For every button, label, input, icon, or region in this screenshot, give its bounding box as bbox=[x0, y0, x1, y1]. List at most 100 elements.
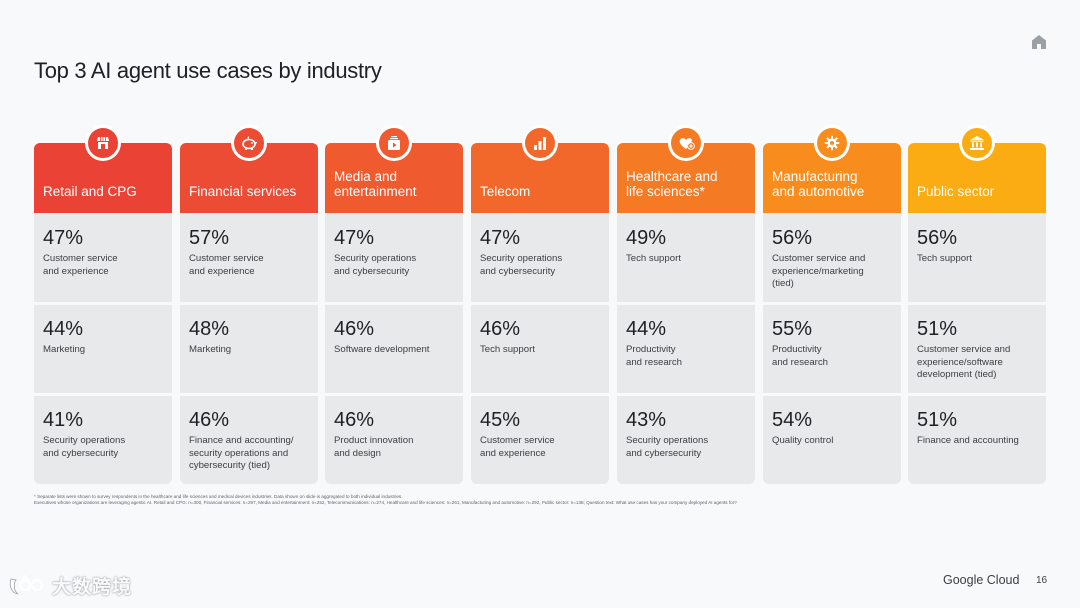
watermark-text: 大数跨境 bbox=[52, 577, 133, 598]
industry-badge bbox=[668, 125, 704, 161]
industry-column: Telecom 47% Security operations and cybers… bbox=[471, 125, 609, 484]
use-case-percent: 45% bbox=[480, 409, 521, 431]
industry-name: Public sector bbox=[917, 184, 995, 199]
use-case-label: Productivity and research bbox=[626, 344, 682, 368]
use-case-percent: 47% bbox=[43, 227, 84, 249]
use-case-cell: 51% Customer service and experience/softw… bbox=[908, 305, 1046, 393]
industry-name: Manufacturing and automotive bbox=[772, 169, 865, 199]
use-case-cell: 46% Software development bbox=[325, 305, 463, 393]
use-case-cell: 51% Finance and accounting bbox=[908, 396, 1046, 484]
use-case-cell: 44% Productivity and research bbox=[617, 305, 755, 393]
industry-column: Manufacturing and automotive 56% Customer … bbox=[763, 125, 901, 484]
industry-name: Retail and CPG bbox=[43, 184, 137, 199]
industry-badge bbox=[85, 125, 121, 161]
use-case-percent: 47% bbox=[334, 227, 375, 249]
industry-badge bbox=[959, 125, 995, 161]
use-case-cell: 56% Customer service and experience/marke… bbox=[763, 213, 901, 302]
signal-bars-icon bbox=[525, 128, 555, 158]
media-icon bbox=[379, 128, 409, 158]
use-case-percent: 48% bbox=[189, 318, 230, 340]
use-case-cell: 57% Customer service and experience bbox=[180, 213, 318, 302]
use-case-percent: 46% bbox=[480, 318, 521, 340]
slide-title: Top 3 AI agent use cases by industry bbox=[34, 58, 382, 83]
use-case-label: Customer service and experience bbox=[43, 253, 118, 277]
use-case-cell: 47% Security operations and cybersecurity bbox=[471, 213, 609, 302]
industry-column: Retail and CPG 47% Customer service and ex… bbox=[34, 125, 172, 484]
use-case-cell: 48% Marketing bbox=[180, 305, 318, 393]
use-case-label: Quality control bbox=[772, 435, 834, 446]
industry-header: Retail and CPG bbox=[34, 125, 172, 213]
heart-plus-icon bbox=[671, 128, 701, 158]
use-case-label: Customer service and experience bbox=[189, 253, 264, 277]
use-case-percent: 43% bbox=[626, 409, 667, 431]
watermark-logo-icon bbox=[9, 574, 44, 594]
use-case-label: Customer service and experience/marketin… bbox=[772, 253, 866, 289]
use-case-label: Finance and accounting bbox=[917, 435, 1019, 446]
industry-header: Media and entertainment bbox=[325, 125, 463, 213]
use-case-label: Marketing bbox=[43, 344, 86, 355]
industry-column: Public sector 56% Tech support 51% Customer … bbox=[908, 125, 1046, 484]
government-building-icon bbox=[962, 128, 992, 158]
use-case-label: Marketing bbox=[189, 344, 232, 355]
industry-badge bbox=[814, 125, 850, 161]
page-number: 16 bbox=[1036, 575, 1048, 586]
use-case-cell: 46% Product innovation and design bbox=[325, 396, 463, 484]
use-case-percent: 56% bbox=[772, 227, 813, 249]
use-case-cell: 43% Security operations and cybersecurity bbox=[617, 396, 755, 484]
use-case-cell: 45% Customer service and experience bbox=[471, 396, 609, 484]
use-case-cell: 56% Tech support bbox=[908, 213, 1046, 302]
use-case-label: Finance and accounting/ security operati… bbox=[189, 435, 294, 471]
use-case-label: Customer service and experience bbox=[480, 435, 555, 459]
use-case-percent: 55% bbox=[772, 318, 813, 340]
use-case-percent: 46% bbox=[189, 409, 230, 431]
use-case-cell: 49% Tech support bbox=[617, 213, 755, 302]
footnote-asterisk: * Separate lists were shown to survey re… bbox=[34, 494, 403, 499]
gear-icon bbox=[817, 128, 847, 158]
industry-header: Public sector bbox=[908, 125, 1046, 213]
footnote-sample: Executives whose organizations are lever… bbox=[34, 500, 737, 505]
use-case-percent: 47% bbox=[480, 227, 521, 249]
industry-name: Media and entertainment bbox=[334, 169, 417, 199]
use-case-percent: 41% bbox=[43, 409, 84, 431]
use-case-label: Software development bbox=[334, 344, 430, 355]
use-case-percent: 51% bbox=[917, 318, 958, 340]
use-case-percent: 57% bbox=[189, 227, 230, 249]
industry-badge bbox=[231, 125, 267, 161]
use-case-label: Productivity and research bbox=[772, 344, 828, 368]
industry-column: Media and entertainment 47% Security opera… bbox=[325, 125, 463, 484]
piggy-bank-icon bbox=[234, 128, 264, 158]
industry-header: Telecom bbox=[471, 125, 609, 213]
industry-header: Healthcare and life sciences* bbox=[617, 125, 755, 213]
use-case-label: Tech support bbox=[480, 344, 535, 355]
use-case-label: Tech support bbox=[626, 253, 681, 264]
industry-header: Financial services bbox=[180, 125, 318, 213]
use-case-percent: 46% bbox=[334, 318, 375, 340]
use-case-label: Security operations and cybersecurity bbox=[480, 253, 563, 277]
use-case-label: Tech support bbox=[917, 253, 972, 264]
use-case-label: Product innovation and design bbox=[334, 435, 414, 459]
use-case-label: Security operations and cybersecurity bbox=[334, 253, 417, 277]
use-case-percent: 44% bbox=[626, 318, 667, 340]
use-case-cell: 55% Productivity and research bbox=[763, 305, 901, 393]
use-case-cell: 46% Tech support bbox=[471, 305, 609, 393]
use-case-cell: 41% Security operations and cybersecurity bbox=[34, 396, 172, 484]
google-cloud-logo: Google Cloud bbox=[943, 573, 1020, 587]
use-case-percent: 49% bbox=[626, 227, 667, 249]
industry-column: Healthcare and life sciences* 49% Tech sup… bbox=[617, 125, 755, 484]
storefront-icon bbox=[88, 128, 118, 158]
use-case-percent: 46% bbox=[334, 409, 375, 431]
industry-name: Telecom bbox=[480, 184, 531, 199]
use-case-cell: 47% Customer service and experience bbox=[34, 213, 172, 302]
use-case-cell: 54% Quality control bbox=[763, 396, 901, 484]
industry-badge bbox=[522, 125, 558, 161]
use-case-label: Security operations and cybersecurity bbox=[43, 435, 126, 459]
home-icon[interactable] bbox=[1030, 33, 1048, 51]
use-case-label: Security operations and cybersecurity bbox=[626, 435, 709, 459]
use-case-cell: 44% Marketing bbox=[34, 305, 172, 393]
industry-header: Manufacturing and automotive bbox=[763, 125, 901, 213]
use-case-cell: 46% Finance and accounting/ security oper… bbox=[180, 396, 318, 484]
industry-name: Healthcare and life sciences* bbox=[626, 169, 718, 199]
use-case-cell: 47% Security operations and cybersecurity bbox=[325, 213, 463, 302]
use-case-percent: 51% bbox=[917, 409, 958, 431]
use-case-label: Customer service and experience/software… bbox=[917, 344, 1011, 380]
